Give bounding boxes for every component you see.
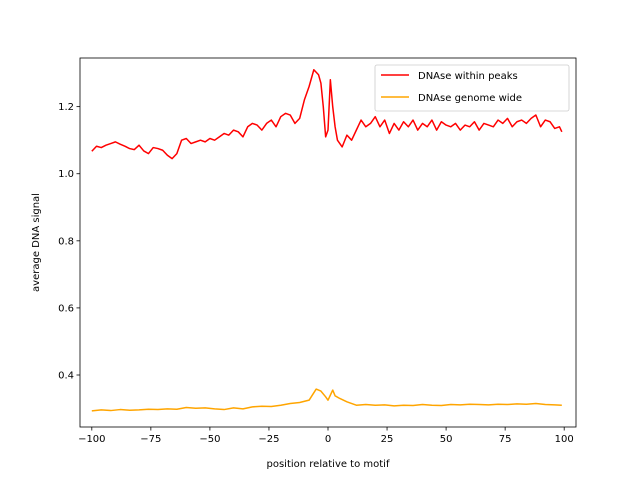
x-axis-title: position relative to motif	[267, 459, 390, 470]
series-layer	[91, 68, 563, 412]
y-tick-label: 0.6	[58, 303, 74, 314]
y-tick-label: 0.4	[58, 371, 74, 382]
y-axis: 0.4 0.6 0.8 1.0 1.2	[58, 102, 80, 382]
legend-label: DNAse within peaks	[418, 71, 518, 82]
legend-label: DNAse genome wide	[418, 93, 522, 104]
series-line-0	[91, 68, 563, 160]
x-tick-label: −75	[140, 434, 161, 445]
legend: DNAse within peaks DNAse genome wide	[374, 64, 570, 112]
y-tick-label: 0.8	[58, 236, 74, 247]
x-tick-label: 75	[499, 434, 512, 445]
x-axis: −100 −75 −50 −25 0 25 50 75 100	[78, 427, 574, 445]
legend-box	[374, 64, 570, 112]
y-tick-label: 1.0	[58, 169, 74, 180]
x-tick-label: −25	[258, 434, 279, 445]
x-tick-label: 50	[440, 434, 453, 445]
x-tick-label: 0	[325, 434, 331, 445]
x-tick-label: −50	[199, 434, 220, 445]
y-axis-title: average DNA signal	[31, 193, 42, 292]
x-tick-label: −100	[78, 434, 105, 445]
x-tick-label: 100	[555, 434, 574, 445]
y-tick-label: 1.2	[58, 102, 74, 113]
x-tick-label: 25	[381, 434, 394, 445]
series-line-1	[91, 388, 562, 412]
